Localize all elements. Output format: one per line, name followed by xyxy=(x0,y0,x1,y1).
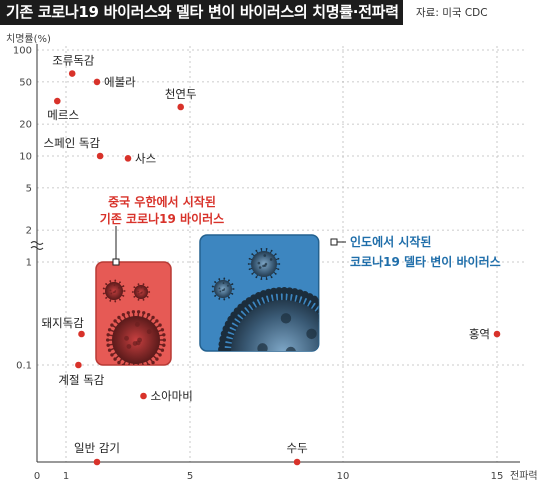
x-tick-label: 5 xyxy=(187,471,193,482)
callout-marker-delta xyxy=(330,238,338,246)
y-tick-label: 5 xyxy=(26,183,32,194)
axis-break-icon xyxy=(30,240,44,251)
data-point-label: 에볼라 xyxy=(104,75,136,89)
callout-original-line1: 중국 우한에서 시작된 xyxy=(108,194,216,209)
data-point-label: 일반 감기 xyxy=(74,441,120,455)
data-point xyxy=(293,458,301,466)
data-point-label: 계절 독감 xyxy=(58,373,104,387)
data-point-label: 소아마비 xyxy=(151,389,193,403)
x-tick-label: 10 xyxy=(337,471,350,482)
x-tick-label: 0 xyxy=(34,471,40,482)
y-tick-label: 0.1 xyxy=(16,361,32,372)
data-point-label: 메르스 xyxy=(47,108,79,122)
virus-illustration-icon xyxy=(247,247,281,281)
region-delta-variant xyxy=(199,234,320,352)
virus-illustration-icon xyxy=(102,279,126,303)
virus-illustration-icon xyxy=(106,310,167,365)
data-point-label: 사스 xyxy=(135,151,156,165)
callout-delta-line1: 인도에서 시작된 xyxy=(350,234,431,249)
virus-illustration-icon xyxy=(218,287,319,351)
data-point xyxy=(124,155,132,162)
x-tick-label: 15 xyxy=(491,471,504,482)
data-point-label: 홍역 xyxy=(469,327,490,341)
y-tick-label: 100 xyxy=(13,46,32,57)
y-tick-label: 10 xyxy=(19,152,32,163)
callout-delta-line2: 코로나19 델타 변이 바이러스 xyxy=(350,254,501,269)
data-point-label: 조류독감 xyxy=(52,54,95,68)
data-point xyxy=(78,330,85,338)
data-point-label: 스페인 독감 xyxy=(44,136,101,150)
data-point xyxy=(54,97,61,105)
data-point xyxy=(96,152,104,160)
callout-marker-original xyxy=(112,258,120,266)
data-point-label: 수두 xyxy=(287,441,308,455)
data-point xyxy=(68,70,76,77)
data-point-label: 돼지독감 xyxy=(42,316,85,330)
y-tick-label: 20 xyxy=(19,120,32,131)
chart-title: 기존 코로나19 바이러스와 델타 변이 바이러스의 치명률·전파력 xyxy=(0,0,403,25)
data-point xyxy=(177,103,184,111)
chart-source: 자료: 미국 CDC xyxy=(416,7,488,19)
data-point-label: 천연두 xyxy=(165,87,197,101)
data-point xyxy=(75,361,82,369)
data-point xyxy=(140,392,147,400)
region-original-covid19 xyxy=(95,261,172,366)
y-tick-label: 1 xyxy=(26,258,32,269)
data-point xyxy=(93,78,101,86)
x-tick-label: 1 xyxy=(63,471,69,482)
y-tick-label: 2 xyxy=(26,226,32,237)
chart-header: 기존 코로나19 바이러스와 델타 변이 바이러스의 치명률·전파력 자료: 미… xyxy=(0,0,548,27)
y-tick-label: 50 xyxy=(19,77,32,88)
x-axis-title: 전파력 xyxy=(510,470,538,482)
y-axis-title: 치명률(%) xyxy=(6,33,51,45)
virus-illustration-icon xyxy=(211,277,235,301)
data-point xyxy=(493,330,501,338)
virus-illustration-icon xyxy=(131,283,151,301)
callout-original-line2: 기존 코로나19 바이러스 xyxy=(100,211,224,226)
data-point xyxy=(93,458,101,466)
